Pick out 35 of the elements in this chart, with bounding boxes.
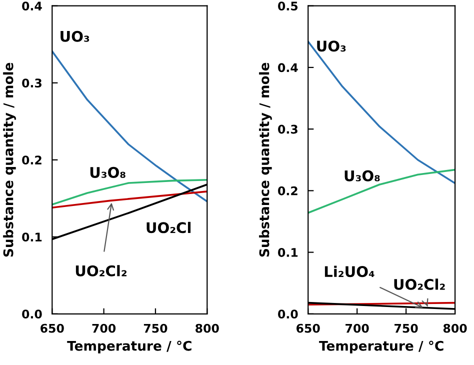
x-axis-title: Temperature / °C <box>319 340 444 354</box>
annotation: UO₂Cl₂ <box>76 265 126 276</box>
y-tick-label: 0.3 <box>278 124 298 134</box>
y-axis-title: Substance quantity / mole <box>259 62 272 257</box>
line-series <box>52 50 208 202</box>
line-series <box>52 178 208 206</box>
line-series <box>308 168 456 214</box>
annotation: Li₂UO₄ <box>324 266 374 278</box>
x-tick-label: 750 <box>394 324 418 333</box>
y-tick-label: 0.3 <box>22 78 42 88</box>
x-tick-label: 750 <box>144 324 168 333</box>
x-tick-label: 800 <box>443 324 467 333</box>
y-tick-label: 0.5 <box>278 2 298 10</box>
y-tick-label: 0.2 <box>22 156 42 165</box>
x-tick-label: 800 <box>196 324 219 333</box>
annotation: UO₂Cl₂ <box>394 278 445 290</box>
y-tick-label: 0.1 <box>278 248 298 257</box>
y-tick-label: 0.1 <box>22 232 42 242</box>
annotation: U₃O₈ <box>90 166 126 178</box>
y-axis-title: Substance quantity / mole <box>3 62 16 257</box>
y-tick-label: 0.0 <box>278 310 298 319</box>
y-tick-label: 0.0 <box>22 310 42 319</box>
x-tick-label: 650 <box>296 324 320 333</box>
y-tick-label: 0.4 <box>278 63 298 72</box>
annotation: UO₃ <box>60 30 90 42</box>
line-series <box>308 40 456 184</box>
x-tick-label: 650 <box>40 324 64 333</box>
x-tick-label: 700 <box>346 324 369 333</box>
annotation: UO₂Cl <box>146 222 191 234</box>
annotation: U₃O₈ <box>344 170 380 182</box>
y-tick-label: 0.4 <box>22 2 42 10</box>
x-axis-title: Temperature / °C <box>67 340 192 354</box>
annotation: UO₃ <box>317 40 346 52</box>
y-tick-label: 0.2 <box>278 186 298 196</box>
x-tick-label: 700 <box>92 324 116 333</box>
